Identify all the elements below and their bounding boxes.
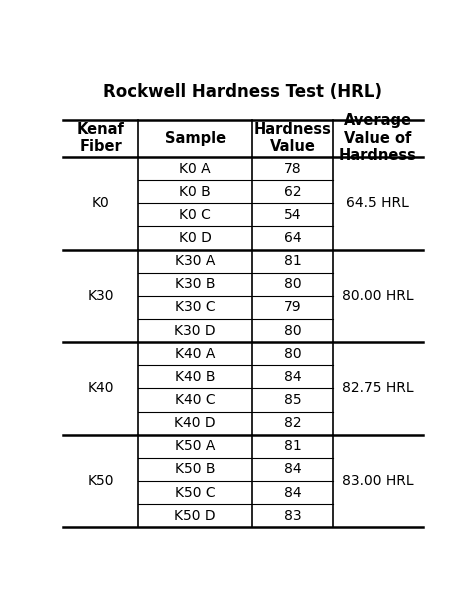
Text: 80: 80 bbox=[284, 324, 301, 337]
Text: 82: 82 bbox=[284, 416, 301, 430]
Text: K0: K0 bbox=[91, 196, 109, 210]
Text: 54: 54 bbox=[284, 208, 301, 222]
Text: K50 C: K50 C bbox=[175, 486, 216, 500]
Text: K50 A: K50 A bbox=[175, 439, 215, 453]
Text: K50 D: K50 D bbox=[174, 509, 216, 522]
Text: K50 B: K50 B bbox=[175, 462, 215, 477]
Text: Rockwell Hardness Test (HRL): Rockwell Hardness Test (HRL) bbox=[103, 83, 383, 101]
Text: K30 A: K30 A bbox=[175, 254, 215, 268]
Text: K0 C: K0 C bbox=[179, 208, 211, 222]
Text: 80: 80 bbox=[284, 277, 301, 292]
Text: K0 D: K0 D bbox=[179, 231, 211, 245]
Text: Average
Value of
Hardness: Average Value of Hardness bbox=[339, 114, 417, 163]
Text: Sample: Sample bbox=[164, 131, 226, 146]
Text: K40 A: K40 A bbox=[175, 347, 215, 361]
Text: 82.75 HRL: 82.75 HRL bbox=[342, 381, 414, 396]
Text: K30 B: K30 B bbox=[175, 277, 215, 292]
Text: 64.5 HRL: 64.5 HRL bbox=[346, 196, 410, 210]
Text: 84: 84 bbox=[284, 462, 301, 477]
Text: 78: 78 bbox=[284, 162, 301, 176]
Text: K30: K30 bbox=[87, 289, 114, 303]
Text: 80.00 HRL: 80.00 HRL bbox=[342, 289, 414, 303]
Text: K40 D: K40 D bbox=[174, 416, 216, 430]
Text: 81: 81 bbox=[283, 439, 301, 453]
Text: 84: 84 bbox=[284, 370, 301, 384]
Text: 62: 62 bbox=[284, 184, 301, 199]
Text: 64: 64 bbox=[284, 231, 301, 245]
Text: K40 B: K40 B bbox=[175, 370, 215, 384]
Text: 79: 79 bbox=[284, 300, 301, 314]
Text: 80: 80 bbox=[284, 347, 301, 361]
Text: K0 A: K0 A bbox=[179, 162, 211, 176]
Text: K0 B: K0 B bbox=[179, 184, 211, 199]
Text: 81: 81 bbox=[283, 254, 301, 268]
Text: 84: 84 bbox=[284, 486, 301, 500]
Text: 83: 83 bbox=[284, 509, 301, 522]
Text: K40 C: K40 C bbox=[175, 393, 216, 407]
Text: K30 D: K30 D bbox=[174, 324, 216, 337]
Text: 83.00 HRL: 83.00 HRL bbox=[342, 474, 414, 488]
Text: Kenaf
Fiber: Kenaf Fiber bbox=[77, 122, 125, 155]
Text: Hardness
Value: Hardness Value bbox=[254, 122, 331, 155]
Text: K30 C: K30 C bbox=[175, 300, 216, 314]
Text: K50: K50 bbox=[87, 474, 114, 488]
Text: 85: 85 bbox=[284, 393, 301, 407]
Text: K40: K40 bbox=[87, 381, 114, 396]
